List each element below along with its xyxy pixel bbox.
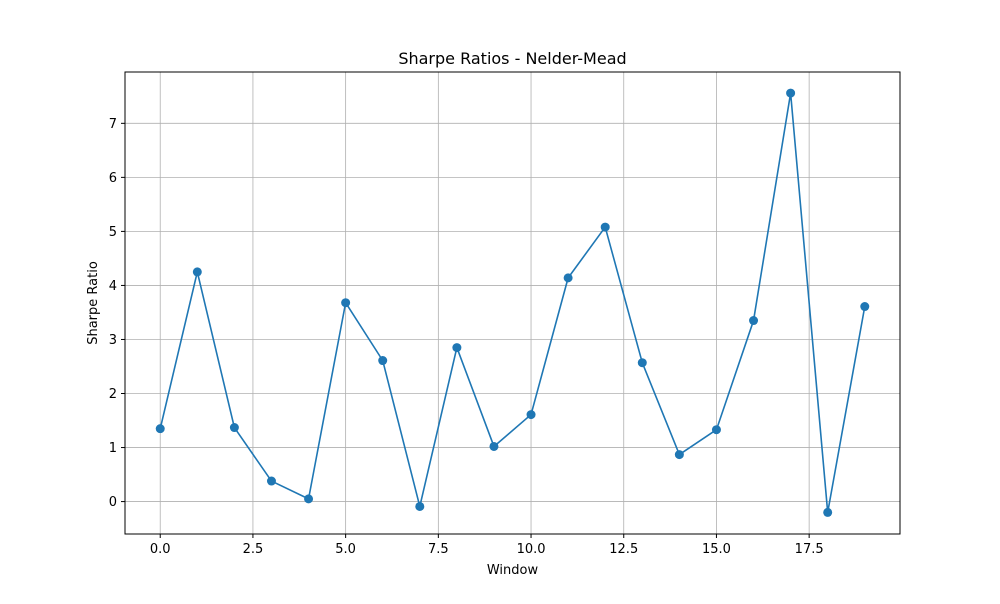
data-point [341,298,351,308]
plot-frame [124,71,901,535]
data-point [711,425,721,435]
y-axis-label: Sharpe Ratio [86,261,101,345]
x-tick-label: 2.5 [243,542,264,557]
y-tick-label: 0 [109,495,117,510]
y-tick-label: 2 [109,387,117,402]
y-tick-label: 6 [109,171,117,186]
y-tick-label: 3 [109,333,117,348]
data-point [452,343,462,353]
data-point [600,222,610,232]
data-point [155,424,165,434]
data-point [637,358,647,368]
data-point [674,450,684,460]
y-tick-label: 1 [109,441,117,456]
x-tick-label: 17.5 [795,542,824,557]
chart-title: Sharpe Ratios - Nelder-Mead [398,49,626,68]
x-tick-label: 12.5 [609,542,638,557]
data-point [378,356,388,366]
grid-lines [125,72,900,534]
x-tick-label: 0.0 [150,542,171,557]
data-point [563,273,573,283]
series-layer [155,88,870,517]
y-tick-label: 7 [109,117,117,132]
data-point [192,267,202,277]
x-tick-label: 10.0 [517,542,546,557]
data-point [823,507,833,517]
data-point [860,302,870,312]
x-axis-label: Window [487,563,539,578]
series-line [159,92,866,514]
x-tick-label: 5.0 [335,542,356,557]
data-point [749,316,759,326]
data-point [304,494,314,504]
data-point [415,501,425,511]
y-tick-label: 4 [109,279,117,294]
data-point [489,441,499,451]
data-point [526,410,536,420]
x-tick-label: 15.0 [702,542,731,557]
data-point [266,476,276,486]
axis-ticks: 0.0 2.5 5.0 7.5 10.0 12.5 15.0 17.5 0 1 2 3 4 5 6 7 [109,117,824,557]
x-tick-label: 7.5 [428,542,449,557]
data-point [786,88,796,98]
data-point [229,423,239,433]
y-tick-label: 5 [109,225,117,240]
